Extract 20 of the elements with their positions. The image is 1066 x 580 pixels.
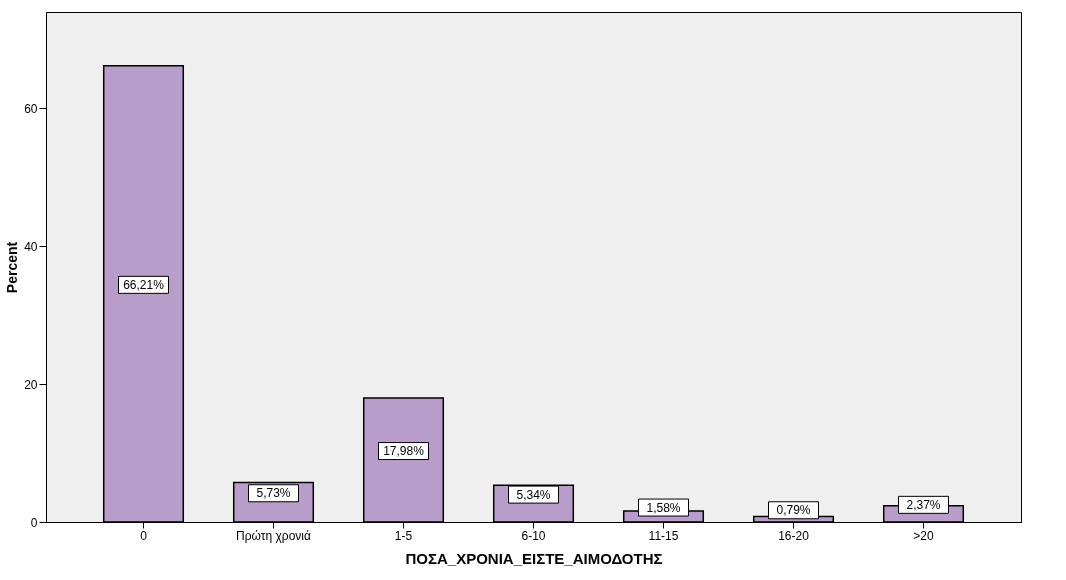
data-label: 66,21%: [123, 277, 165, 292]
data-label: 5,34%: [516, 487, 551, 502]
y-tick-label: 60: [24, 101, 38, 116]
y-axis-title: Percent: [4, 241, 21, 294]
x-axis-title: ΠΟΣΑ_ΧΡΟΝΙΑ_ΕΙΣΤΕ_ΑΙΜΟΔΟΤΗΣ: [405, 549, 663, 567]
x-tick-label: 11-15: [648, 528, 679, 543]
x-tick-label: >20: [913, 528, 934, 543]
data-label: 2,37%: [906, 497, 941, 512]
x-tick-label: 0: [140, 528, 148, 543]
data-label: 17,98%: [383, 444, 425, 459]
y-tick-label: 40: [24, 239, 38, 254]
data-label: 1,58%: [646, 500, 681, 515]
y-tick-label: 20: [24, 377, 38, 392]
x-tick-label: 1-5: [394, 528, 413, 543]
data-label: 0,79%: [776, 503, 811, 518]
y-tick-label: 0: [30, 515, 38, 530]
x-tick-label: Πρώτη χρονιά: [236, 528, 311, 543]
x-tick-label: 6-10: [521, 528, 546, 543]
data-label: 5,73%: [256, 486, 291, 501]
x-tick-label: 16-20: [778, 528, 810, 543]
